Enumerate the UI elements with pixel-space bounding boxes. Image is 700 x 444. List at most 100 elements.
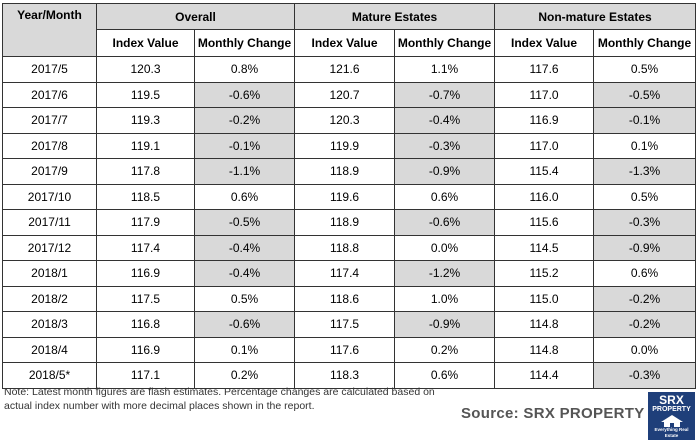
- table-row: 2017/5 120.3 0.8% 121.6 1.1% 117.6 0.5%: [2, 56, 697, 83]
- period-cell: 2018/3: [2, 311, 97, 338]
- index-value-cell: 118.8: [294, 234, 396, 261]
- index-value-cell: 115.2: [494, 260, 595, 287]
- monthly-change-cell: -0.2%: [593, 311, 697, 338]
- index-value-cell: 114.4: [494, 362, 595, 389]
- monthly-change-cell: -0.6%: [193, 81, 296, 108]
- period-cell: 2017/10: [2, 183, 97, 210]
- period-cell: 2017/6: [2, 81, 97, 108]
- index-value-cell: 117.9: [96, 209, 195, 236]
- table-body: 2017/5 120.3 0.8% 121.6 1.1% 117.6 0.5% 2017/6 1…: [2, 56, 697, 389]
- index-value-cell: 117.1: [96, 362, 195, 389]
- monthly-change-cell: -0.3%: [394, 132, 496, 159]
- monthly-change-cell: 0.1%: [193, 336, 296, 363]
- period-cell: 2017/11: [2, 209, 97, 236]
- price-index-table: Year/Month Overall Mature Estates Non-ma…: [2, 3, 697, 389]
- index-value-cell: 119.6: [294, 183, 396, 210]
- monthly-change-cell: -0.9%: [394, 158, 496, 185]
- monthly-change-cell: -1.2%: [394, 260, 496, 287]
- index-value-cell: 118.3: [294, 362, 396, 389]
- period-cell: 2017/5: [2, 56, 97, 83]
- overall-header: Overall: [95, 3, 296, 30]
- index-value-cell: 117.6: [494, 56, 595, 83]
- index-value-cell: 116.9: [96, 336, 195, 363]
- monthly-change-cell: 0.8%: [193, 56, 296, 83]
- monthly-change-cell: -0.2%: [193, 107, 296, 134]
- monthly-change-cell: -0.6%: [394, 209, 496, 236]
- monthly-change-cell: 0.2%: [394, 336, 496, 363]
- index-value-cell: 118.9: [294, 209, 396, 236]
- index-value-cell: 116.0: [494, 183, 595, 210]
- table-row: 2017/9 117.8 -1.1% 118.9 -0.9% 115.4 -1.3%: [2, 158, 697, 185]
- monthly-change-cell: -0.9%: [593, 234, 697, 261]
- index-value-cell: 117.5: [294, 311, 396, 338]
- monthly-change-cell: -0.1%: [593, 107, 697, 134]
- logo-wordmark: SRX: [659, 393, 684, 407]
- monthly-change-cell: 0.0%: [593, 336, 697, 363]
- index-value-cell: 117.5: [96, 285, 195, 312]
- index-value-cell: 121.6: [294, 56, 396, 83]
- srx-property-logo: SRX PROPERTY Everything Real Estate: [648, 392, 695, 440]
- column-header: Monthly Change: [593, 29, 697, 57]
- index-value-cell: 120.3: [294, 107, 396, 134]
- monthly-change-cell: 0.2%: [193, 362, 296, 389]
- index-value-cell: 116.8: [96, 311, 195, 338]
- index-value-cell: 117.6: [294, 336, 396, 363]
- year-month-header: Year/Month: [2, 3, 97, 57]
- index-value-cell: 115.0: [494, 285, 595, 312]
- monthly-change-cell: -0.5%: [593, 81, 697, 108]
- table-row: 2018/1 116.9 -0.4% 117.4 -1.2% 115.2 0.6%: [2, 260, 697, 287]
- monthly-change-cell: -0.4%: [394, 107, 496, 134]
- monthly-change-cell: 1.0%: [394, 285, 496, 312]
- monthly-change-cell: -0.9%: [394, 311, 496, 338]
- index-value-cell: 117.4: [294, 260, 396, 287]
- index-value-cell: 115.4: [494, 158, 595, 185]
- index-value-cell: 117.0: [494, 132, 595, 159]
- monthly-change-cell: -0.7%: [394, 81, 496, 108]
- table-row: 2018/3 116.8 -0.6% 117.5 -0.9% 114.8 -0.2%: [2, 311, 697, 338]
- period-cell: 2018/4: [2, 336, 97, 363]
- column-header: Monthly Change: [394, 29, 496, 57]
- table-row: 2017/6 119.5 -0.6% 120.7 -0.7% 117.0 -0.5%: [2, 81, 697, 108]
- index-value-cell: 116.9: [96, 260, 195, 287]
- monthly-change-cell: -1.3%: [593, 158, 697, 185]
- monthly-change-cell: 1.1%: [394, 56, 496, 83]
- monthly-change-cell: 0.6%: [394, 183, 496, 210]
- index-value-cell: 120.7: [294, 81, 396, 108]
- house-icon: [660, 415, 683, 427]
- column-header: Index Value: [96, 29, 195, 57]
- group-header-row: Year/Month Overall Mature Estates Non-ma…: [2, 3, 697, 57]
- monthly-change-cell: -0.2%: [593, 285, 697, 312]
- index-value-cell: 119.5: [96, 81, 195, 108]
- index-value-cell: 114.5: [494, 234, 595, 261]
- non-mature-estates-header: Non-mature Estates: [494, 3, 697, 30]
- monthly-change-cell: -0.3%: [593, 209, 697, 236]
- period-cell: 2017/9: [2, 158, 97, 185]
- monthly-change-cell: -0.5%: [193, 209, 296, 236]
- monthly-change-cell: -1.1%: [193, 158, 296, 185]
- source-credit: Source: SRX PROPERTY: [461, 405, 645, 422]
- index-value-cell: 114.8: [494, 311, 595, 338]
- column-header-row: Index Value Monthly Change Index Value M…: [3, 29, 697, 57]
- mature-estates-header: Mature Estates: [294, 3, 496, 30]
- index-value-cell: 119.1: [96, 132, 195, 159]
- period-cell: 2018/5*: [2, 362, 97, 389]
- column-header: Monthly Change: [193, 29, 296, 57]
- index-value-cell: 118.9: [294, 158, 396, 185]
- table-row: 2017/10 118.5 0.6% 119.6 0.6% 116.0 0.5%: [2, 183, 697, 210]
- index-value-cell: 117.4: [96, 234, 195, 261]
- index-value-cell: 116.9: [494, 107, 595, 134]
- index-value-cell: 117.8: [96, 158, 195, 185]
- table-row: 2018/5* 117.1 0.2% 118.3 0.6% 114.4 -0.3%: [2, 362, 697, 389]
- index-value-cell: 120.3: [96, 56, 195, 83]
- table-row: 2017/12 117.4 -0.4% 118.8 0.0% 114.5 -0.9%: [2, 234, 697, 261]
- monthly-change-cell: 0.1%: [593, 132, 697, 159]
- monthly-change-cell: 0.0%: [394, 234, 496, 261]
- table-row: 2018/4 116.9 0.1% 117.6 0.2% 114.8 0.0%: [2, 336, 697, 363]
- table-row: 2017/8 119.1 -0.1% 119.9 -0.3% 117.0 0.1%: [2, 132, 697, 159]
- monthly-change-cell: 0.5%: [193, 285, 296, 312]
- monthly-change-cell: -0.3%: [593, 362, 697, 389]
- period-cell: 2018/2: [2, 285, 97, 312]
- table-row: 2018/2 117.5 0.5% 118.6 1.0% 115.0 -0.2%: [2, 285, 697, 312]
- monthly-change-cell: 0.6%: [593, 260, 697, 287]
- table-row: 2017/11 117.9 -0.5% 118.9 -0.6% 115.6 -0.3%: [2, 209, 697, 236]
